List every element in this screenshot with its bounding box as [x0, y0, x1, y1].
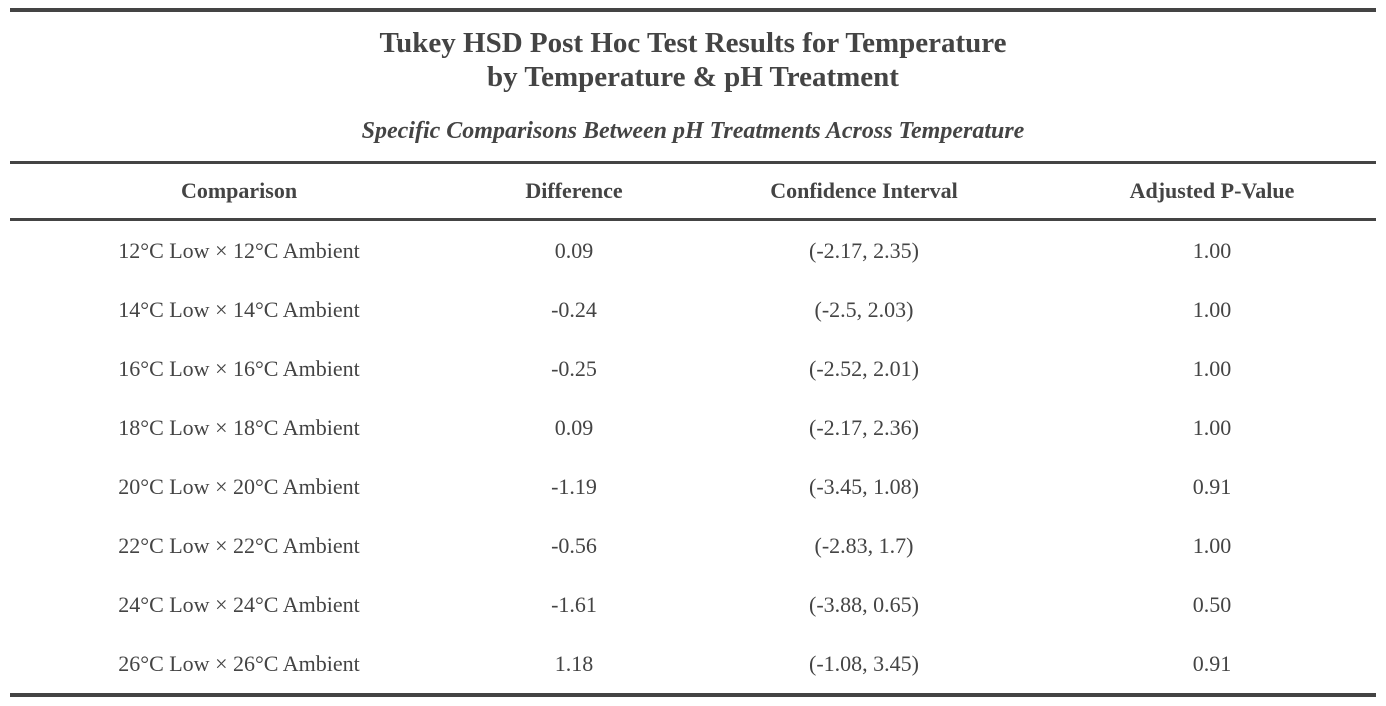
table-row: 26°C Low × 26°C Ambient 1.18 (-1.08, 3.4…	[10, 634, 1376, 693]
difference-cell: 0.09	[554, 237, 594, 263]
table-row: 16°C Low × 16°C Ambient -0.25 (-2.52, 2.…	[10, 339, 1376, 398]
comparison-cell: 16°C Low × 16°C Ambient	[118, 355, 360, 381]
difference-cell: -0.56	[551, 532, 597, 558]
title-line-2: by Temperature & pH Treatment	[487, 61, 899, 93]
table-row: 12°C Low × 12°C Ambient 0.09 (-2.17, 2.3…	[10, 221, 1376, 280]
header-top-rule	[10, 161, 1376, 164]
confidence-interval-cell: (-3.88, 0.65)	[809, 591, 919, 617]
difference-cell: -0.25	[551, 355, 597, 381]
difference-cell: -0.24	[551, 296, 597, 322]
column-header-adjusted-p-value: Adjusted P-Value	[1129, 178, 1295, 203]
table-row: 14°C Low × 14°C Ambient -0.24 (-2.5, 2.0…	[10, 280, 1376, 339]
column-header-confidence-interval: Confidence Interval	[770, 178, 958, 203]
table-subtitle: Specific Comparisons Between pH Treatmen…	[361, 118, 1025, 144]
table-title: Tukey HSD Post Hoc Test Results for Temp…	[10, 26, 1376, 94]
header-row: Comparison Difference Confidence Interva…	[10, 164, 1376, 218]
comparison-cell: 18°C Low × 18°C Ambient	[118, 414, 360, 440]
p-value-cell: 1.00	[1192, 355, 1232, 381]
p-value-cell: 1.00	[1192, 296, 1232, 322]
title-line-1: Tukey HSD Post Hoc Test Results for Temp…	[379, 27, 1007, 59]
difference-cell: -1.19	[551, 473, 597, 499]
bottom-rule	[10, 693, 1376, 697]
p-value-cell: 0.91	[1192, 473, 1232, 499]
comparison-cell: 22°C Low × 22°C Ambient	[118, 532, 360, 558]
table-row: 24°C Low × 24°C Ambient -1.61 (-3.88, 0.…	[10, 575, 1376, 634]
header-bottom-rule	[10, 218, 1376, 221]
confidence-interval-cell: (-2.5, 2.03)	[814, 296, 914, 322]
confidence-interval-cell: (-2.52, 2.01)	[809, 355, 919, 381]
confidence-interval-cell: (-1.08, 3.45)	[809, 650, 919, 676]
confidence-interval-cell: (-2.17, 2.35)	[809, 237, 919, 263]
p-value-cell: 1.00	[1192, 237, 1232, 263]
table-row: 22°C Low × 22°C Ambient -0.56 (-2.83, 1.…	[10, 516, 1376, 575]
comparison-cell: 14°C Low × 14°C Ambient	[118, 296, 360, 322]
p-value-cell: 0.91	[1192, 650, 1232, 676]
confidence-interval-cell: (-2.17, 2.36)	[809, 414, 919, 440]
comparison-cell: 12°C Low × 12°C Ambient	[118, 237, 360, 263]
column-header-difference: Difference	[525, 178, 623, 203]
table-row: 20°C Low × 20°C Ambient -1.19 (-3.45, 1.…	[10, 457, 1376, 516]
p-value-cell: 1.00	[1192, 414, 1232, 440]
difference-cell: 0.09	[554, 414, 594, 440]
difference-cell: 1.18	[554, 650, 594, 676]
p-value-cell: 0.50	[1192, 591, 1232, 617]
column-header-comparison: Comparison	[180, 178, 298, 203]
top-rule	[10, 8, 1376, 12]
table-row: 18°C Low × 18°C Ambient 0.09 (-2.17, 2.3…	[10, 398, 1376, 457]
comparison-cell: 24°C Low × 24°C Ambient	[118, 591, 360, 617]
confidence-interval-cell: (-2.83, 1.7)	[814, 532, 914, 558]
tukey-results-table: Comparison Difference Confidence Interva…	[10, 164, 1376, 693]
comparison-cell: 20°C Low × 20°C Ambient	[118, 473, 360, 499]
p-value-cell: 1.00	[1192, 532, 1232, 558]
difference-cell: -1.61	[551, 591, 597, 617]
confidence-interval-cell: (-3.45, 1.08)	[809, 473, 919, 499]
comparison-cell: 26°C Low × 26°C Ambient	[118, 650, 360, 676]
